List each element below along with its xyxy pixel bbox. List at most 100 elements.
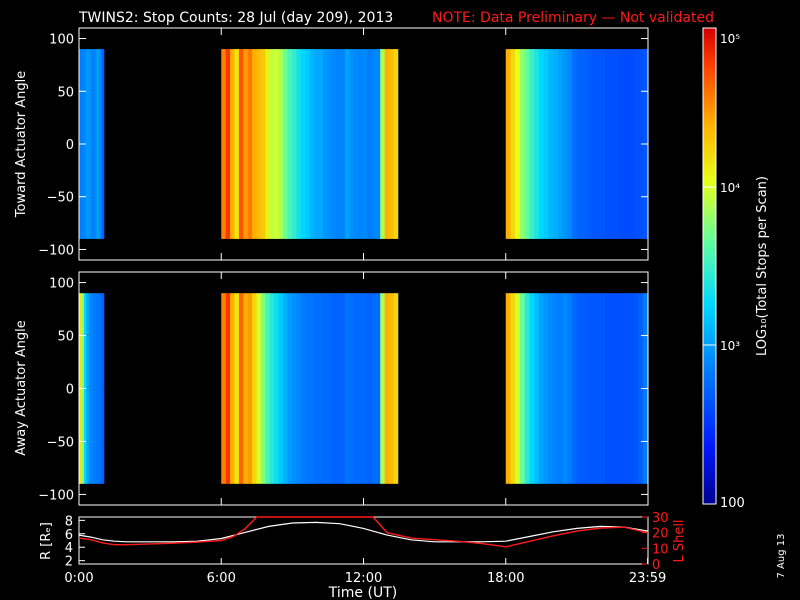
away-cell-s1-c33 [366,293,372,484]
toward-cell-s1-c3 [234,49,240,239]
colorbar-gradient [703,28,716,504]
away-cell-s2-c2 [515,293,521,484]
away-cell-s2-c24 [619,293,625,484]
away-cell-s2-c18 [590,293,597,484]
away-cell-s2-c23 [614,293,620,484]
toward-cell-s2-c26 [628,49,634,239]
toward-cell-s2-c11 [557,49,563,239]
toward-ytick-label: −100 [38,243,74,258]
toward-cell-s2-c21 [605,49,611,239]
toward-cell-s2-c15 [576,49,582,239]
toward-cell-s1-c16 [291,49,297,239]
away-cell-s1-c38 [389,293,394,484]
radius-ytick-label: 6 [65,528,73,543]
away-ytick-label: −50 [47,435,74,450]
date-stamp: 7 Aug 13 [776,534,787,579]
away-y-axis-label: Away Actuator Angle [14,320,29,455]
toward-cell-s1-c0 [221,49,227,239]
radius-ytick-label: 4 [65,541,73,556]
away-cell-s1-c36 [380,293,386,484]
toward-cell-s2-c0 [505,49,511,239]
toward-cell-s1-c14 [283,49,288,239]
time-xtick-label: 6:00 [207,571,236,586]
toward-cell-s2-c24 [619,49,625,239]
toward-cell-s1-c5 [243,49,249,239]
toward-cell-s1-c32 [362,49,368,239]
toward-cell-s1-c4 [238,49,244,239]
lshell-line [78,516,649,548]
toward-cell-s1-c22 [318,49,324,239]
toward-cell-s2-c6 [534,49,540,239]
toward-cell-s0-c5 [91,49,95,239]
toward-ytick-label: 100 [49,33,74,48]
toward-cell-s1-c13 [278,49,284,239]
toward-cell-s1-c25 [331,49,337,239]
toward-cell-s1-c38 [389,49,394,239]
lshell-ytick-label: 20 [652,527,669,542]
toward-cell-s0-c7 [96,49,100,239]
toward-heatmap-cells [79,49,649,239]
toward-cell-s2-c14 [572,49,578,239]
toward-cell-s1-c19 [305,49,310,239]
away-cell-s1-c32 [362,293,368,484]
toward-cell-s0-c9 [101,49,105,239]
away-cell-s1-c28 [344,293,350,484]
toward-cell-s1-c1 [225,49,231,239]
toward-cell-s2-c23 [614,49,620,239]
time-xtick-label: 0:00 [64,571,93,586]
away-cell-s2-c11 [557,293,563,484]
toward-cell-s1-c35 [375,49,381,239]
away-cell-s2-c0 [505,293,511,484]
away-cell-s1-c25 [331,293,337,484]
away-cell-s1-c22 [318,293,324,484]
toward-cell-s1-c15 [287,49,293,239]
away-cell-s1-c23 [322,293,328,484]
chart-title: TWINS2: Stop Counts: 28 Jul (day 209), 2… [78,10,393,26]
colorbar-label-1e5: 10⁵ [720,32,740,46]
away-cell-s2-c21 [605,293,611,484]
away-cell-s1-c19 [305,293,310,484]
away-cell-s1-c9 [260,293,266,484]
toward-cell-s1-c30 [353,49,359,239]
toward-y-ticks: 100 50 0 −50 −100 [38,28,649,260]
away-cell-s2-c14 [572,293,578,484]
away-cell-s2-c19 [595,293,601,484]
away-y-ticks: 100 50 0 −50 −100 [38,272,649,505]
toward-cell-s1-c2 [230,49,235,239]
away-cell-s1-c35 [375,293,381,484]
away-cell-s2-c15 [576,293,582,484]
away-cell-s1-c17 [296,293,302,484]
away-ytick-label: −100 [38,488,74,503]
away-cell-s1-c26 [336,293,341,484]
away-cell-s1-c15 [287,293,293,484]
toward-ytick-label: 50 [57,85,74,100]
toward-cell-s2-c17 [586,49,592,239]
away-cell-s2-c9 [548,293,554,484]
colorbar-axis-label: LOG₁₀(Total Stops per Scan) [755,176,770,356]
lshell-axis-label: L Shell [672,519,687,562]
away-heatmap-panel: 100 50 0 −50 −100 Away Actuator Angle [14,271,649,506]
toward-cell-s2-c28 [638,49,644,239]
toward-cell-s0-c6 [93,49,97,239]
toward-cell-s2-c8 [543,49,549,239]
away-cell-s1-c13 [278,293,284,484]
toward-cell-s2-c3 [519,49,526,239]
toward-cell-s1-c29 [349,49,355,239]
colorbar: 10⁵ 10⁴ 10³ 100 LOG₁₀(Total Stops per Sc… [702,27,770,511]
away-cell-s1-c8 [256,293,262,484]
away-cell-s1-c11 [269,293,275,484]
toward-cell-s1-c36 [380,49,386,239]
away-cell-s1-c37 [384,293,390,484]
away-cell-s0-c6 [93,293,97,484]
toward-cell-s1-c26 [336,49,341,239]
away-cell-s2-c4 [524,293,530,484]
away-cell-s2-c26 [628,293,634,484]
toward-cell-s2-c20 [600,49,606,239]
toward-cell-s1-c28 [344,49,350,239]
away-cell-s2-c3 [519,293,526,484]
away-cell-s2-c7 [538,293,545,484]
toward-cell-s2-c7 [538,49,545,239]
away-cell-s1-c14 [283,293,288,484]
time-axis-label: Time (UT) [328,585,397,600]
away-cell-s1-c1 [225,293,231,484]
